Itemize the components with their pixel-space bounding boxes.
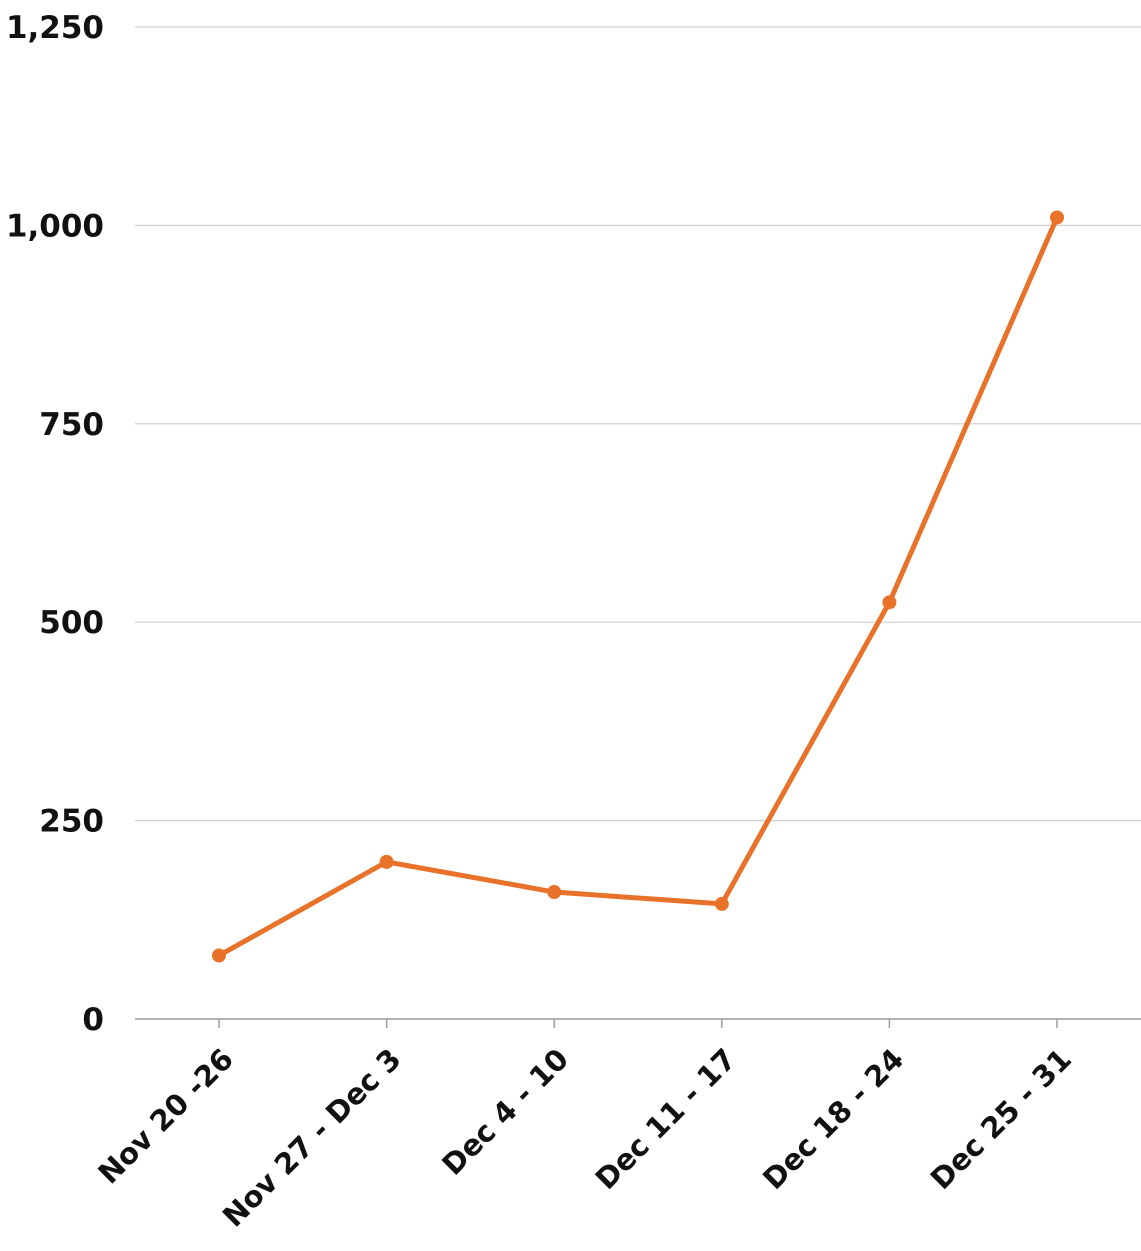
x-tick-label: Dec 25 - 31 bbox=[924, 1042, 1078, 1196]
gridlines bbox=[135, 26, 1141, 822]
x-tick-label: Dec 4 - 10 bbox=[435, 1042, 575, 1182]
data-point bbox=[547, 885, 562, 900]
x-tick-label: Nov 27 - Dec 3 bbox=[216, 1042, 408, 1234]
y-tick-label: 0 bbox=[82, 1002, 104, 1038]
y-tick-label: 1,000 bbox=[6, 208, 104, 244]
y-tick-label: 500 bbox=[39, 605, 104, 641]
data-point bbox=[379, 854, 394, 869]
data-point bbox=[212, 948, 226, 963]
series-line bbox=[216, 214, 1060, 959]
data-point bbox=[882, 595, 897, 610]
y-tick-label: 250 bbox=[39, 804, 104, 840]
x-tick-label: Nov 20 -26 bbox=[91, 1042, 240, 1191]
y-tick-label: 750 bbox=[39, 407, 104, 443]
data-point bbox=[714, 896, 729, 911]
x-tick-label: Dec 18 - 24 bbox=[756, 1042, 910, 1196]
y-axis-ticks: 0 250 500 750 1,000 1,250 bbox=[6, 10, 104, 1038]
data-point bbox=[1050, 210, 1064, 225]
series-group bbox=[212, 210, 1064, 963]
x-tick-label: Dec 11 - 17 bbox=[589, 1042, 743, 1196]
y-tick-label: 1,250 bbox=[6, 10, 104, 46]
